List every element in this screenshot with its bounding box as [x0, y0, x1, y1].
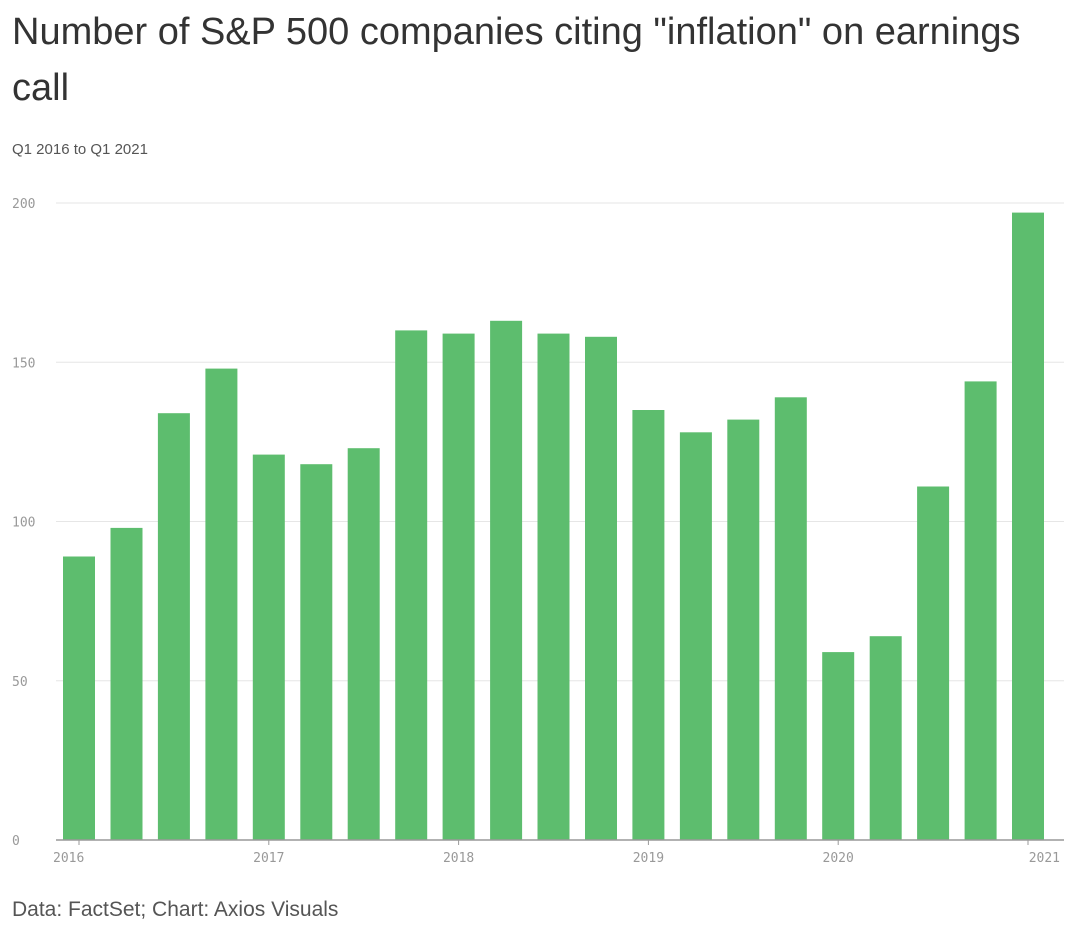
bar [205, 368, 238, 840]
bars [63, 212, 1044, 841]
bar [1012, 212, 1044, 841]
bar [822, 652, 855, 840]
x-tick-label: 2018 [443, 851, 474, 866]
x-tick-label: 2017 [253, 851, 284, 866]
bar [490, 320, 523, 840]
bar [157, 413, 190, 840]
x-tick-label: 2021 [1029, 851, 1060, 866]
bar [774, 397, 807, 840]
y-tick-label: 50 [12, 675, 28, 690]
chart-title: Number of S&P 500 companies citing "infl… [12, 11, 1021, 109]
bar [727, 419, 760, 840]
y-tick-label: 100 [12, 516, 35, 531]
tick-labels: 0 50 100 150 200 2016 2017 2018 2019 2020 2021 [12, 197, 1060, 866]
x-axis [56, 839, 1064, 845]
y-tick-label: 0 [12, 834, 20, 849]
bar [347, 448, 380, 840]
bar [537, 333, 570, 840]
bar [300, 464, 333, 840]
chart-subtitle: Q1 2016 to Q1 2021 [12, 141, 148, 158]
bar [632, 410, 665, 840]
bar [964, 381, 997, 840]
y-tick-label: 200 [12, 197, 35, 212]
bar [63, 556, 95, 840]
bar [395, 330, 428, 840]
bar [252, 454, 285, 840]
x-tick-label: 2016 [53, 851, 84, 866]
y-tick-label: 150 [12, 356, 35, 371]
bar [679, 432, 712, 840]
x-tick-label: 2020 [823, 851, 854, 866]
bar [917, 486, 950, 840]
bar [442, 333, 475, 840]
source-note: Data: FactSet; Chart: Axios Visuals [12, 898, 339, 921]
bar [869, 636, 902, 840]
bar [110, 527, 143, 840]
x-tick-label: 2019 [633, 851, 664, 866]
bar [585, 336, 617, 840]
